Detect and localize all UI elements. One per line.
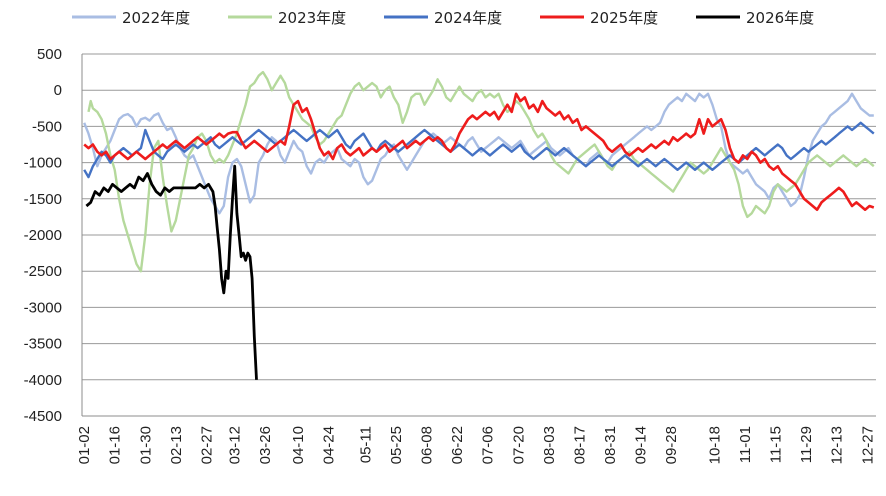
y-tick-label: -2500 — [24, 263, 62, 280]
x-tick-label: 11-29 — [798, 426, 815, 463]
x-tick-label: 01-30 — [137, 426, 154, 464]
y-tick-label: -4000 — [24, 372, 62, 389]
x-tick-label: 07-06 — [480, 426, 497, 464]
legend-label: 2023年度 — [278, 9, 346, 27]
x-tick-label: 10-18 — [707, 426, 724, 464]
legend-label: 2024年度 — [434, 9, 502, 27]
x-tick-label: 05-25 — [388, 426, 405, 464]
y-tick-label: -2000 — [24, 227, 62, 244]
y-tick-label: 500 — [37, 46, 62, 63]
legend: 2022年度 2023年度 2024年度 2025年度 2026年度 — [72, 9, 814, 27]
y-axis-tick-labels: 500 0 -500 -1000 -1500 -2000 -2500 -3000 -3500 -4… — [24, 46, 62, 425]
x-axis-tick-labels: 01-02 01-16 01-30 02-13 02-27 03-12 03-26 04-10… — [76, 426, 876, 464]
x-tick-label: 05-11 — [358, 426, 375, 463]
x-tick-label: 03-12 — [227, 426, 244, 464]
x-tick-label: 09-28 — [663, 426, 680, 464]
y-tick-label: -3500 — [24, 336, 62, 353]
x-tick-label: 06-22 — [449, 426, 466, 464]
x-tick-label: 01-02 — [76, 426, 93, 464]
y-tick-label: -3000 — [24, 299, 62, 316]
y-tick-label: -4500 — [24, 408, 62, 425]
x-tick-label: 04-24 — [320, 426, 337, 464]
y-tick-label: -1500 — [24, 191, 62, 208]
x-tick-label: 01-16 — [107, 426, 124, 464]
y-tick-label: -1000 — [24, 155, 62, 172]
x-tick-label: 07-20 — [510, 426, 527, 464]
legend-label: 2022年度 — [122, 9, 190, 27]
series-line-2026年度 — [85, 164, 258, 380]
x-tick-label: 02-27 — [198, 426, 215, 464]
series-line-2025年度 — [83, 92, 875, 211]
x-tick-label: 08-31 — [602, 426, 619, 464]
x-tick-label: 02-13 — [168, 426, 185, 464]
x-tick-label: 06-08 — [419, 426, 436, 464]
series-line-2023年度 — [87, 70, 875, 273]
x-tick-label: 11-15 — [768, 426, 785, 463]
x-tick-label: 08-17 — [571, 426, 588, 464]
x-tick-label: 03-26 — [257, 426, 274, 464]
legend-label: 2025年度 — [590, 9, 658, 27]
x-tick-label: 11-01 — [737, 426, 754, 463]
x-tick-label: 12-27 — [859, 426, 876, 464]
x-tick-label: 04-10 — [290, 426, 307, 464]
series-line-2024年度 — [83, 121, 875, 179]
plot-series — [83, 70, 875, 380]
y-tick-label: -500 — [32, 118, 62, 135]
x-tick-label: 08-03 — [541, 426, 558, 464]
y-tick-label: 0 — [54, 82, 62, 99]
x-tick-label: 09-14 — [632, 426, 649, 464]
legend-label: 2026年度 — [746, 9, 814, 27]
x-tick-label: 12-13 — [829, 426, 846, 464]
gridlines — [82, 53, 876, 417]
